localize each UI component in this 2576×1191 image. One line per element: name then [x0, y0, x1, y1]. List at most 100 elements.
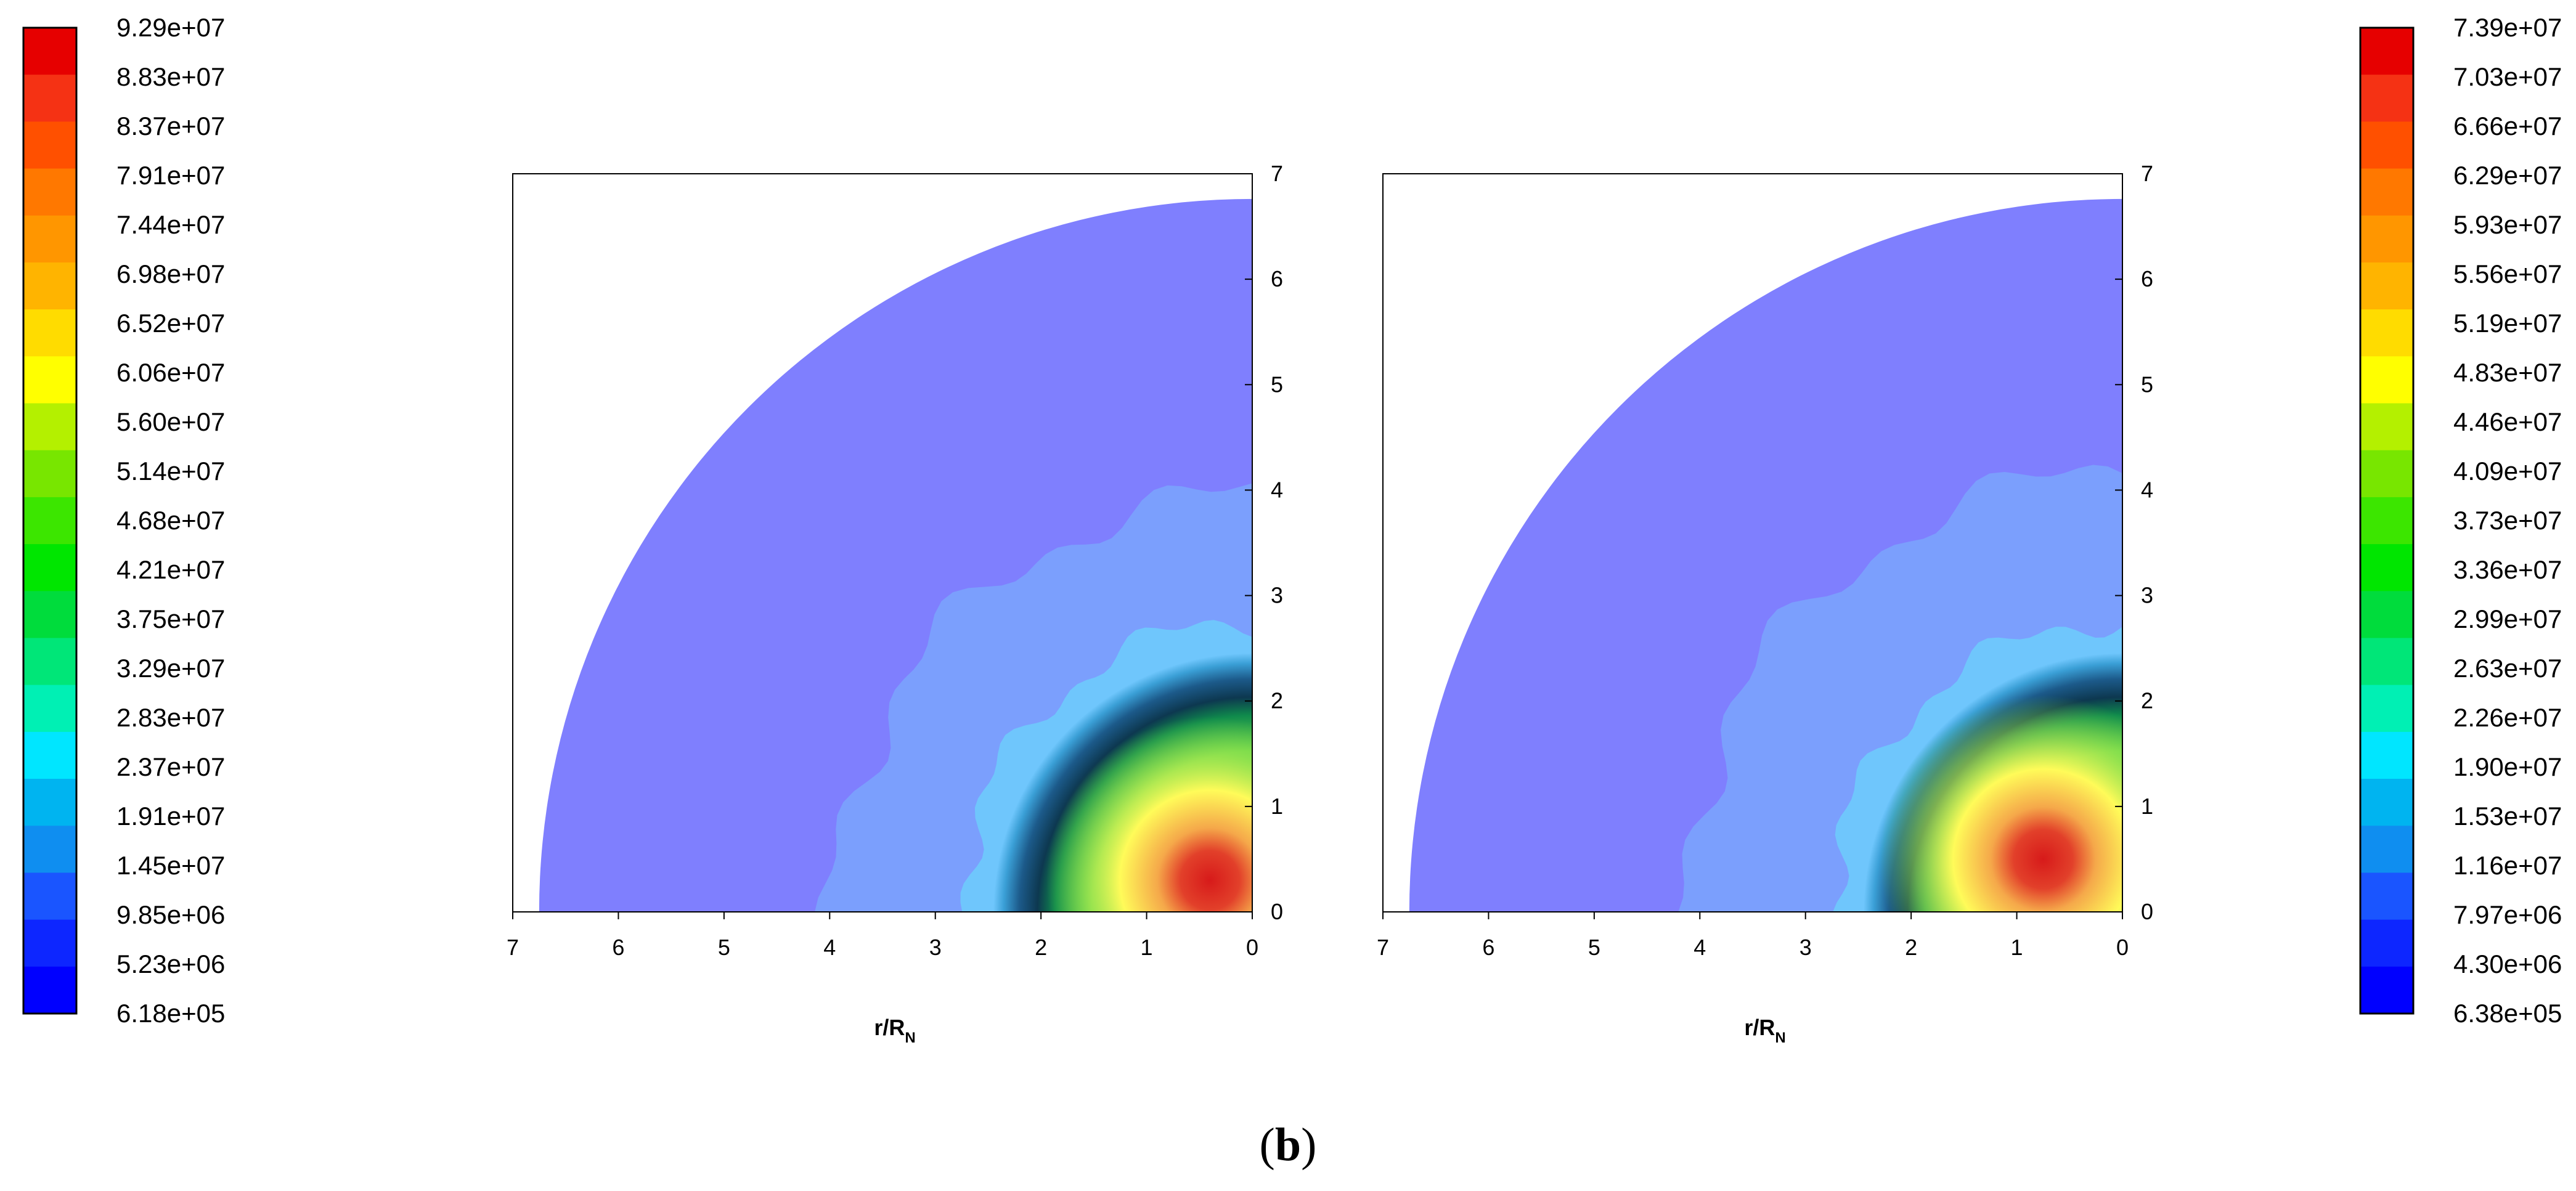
colorbar-segment: [2360, 591, 2413, 638]
colorbar-label: 9.85e+06: [116, 900, 225, 929]
figure-caption: (b): [0, 1118, 2576, 1180]
colorbar-label: 4.83e+07: [2453, 358, 2562, 387]
hot-core: [1879, 695, 2122, 912]
y-tick-label: 7: [2141, 161, 2153, 186]
y-tick-label: 2: [2141, 688, 2153, 713]
colorbar-label: 2.26e+07: [2453, 703, 2562, 732]
colorbar-segment: [2360, 262, 2413, 310]
colorbar-label: 5.14e+07: [116, 457, 225, 486]
plot-frame: [1382, 173, 2123, 913]
colorbar-label: 7.91e+07: [116, 161, 225, 190]
colorbar-label: 3.73e+07: [2453, 506, 2562, 535]
y-tick-label: 4: [2141, 477, 2153, 502]
contour-plot-2: 7 6 5 4 3 2 1 00 1 2 3 4 5 6 7 r/RN: [1377, 161, 2153, 1046]
colorbar-segment: [23, 309, 76, 357]
colorbar-label: 8.37e+07: [116, 112, 225, 140]
colorbar-segment: [23, 497, 76, 545]
colorbar-frame: [22, 26, 78, 1015]
y-tick-label: 6: [1271, 266, 1283, 291]
colorbar-segment: [23, 872, 76, 921]
x-tick-label: 4: [823, 935, 836, 960]
x-axis-label: r/RN: [1744, 1015, 1785, 1046]
colorbar-segment: [2360, 872, 2413, 921]
x-tick-label: 2: [1035, 935, 1047, 960]
x-tick-label: 3: [929, 935, 942, 960]
colorbar-segment: [23, 121, 76, 169]
x-tick-label: 3: [1800, 935, 1812, 960]
hot-core: [1046, 716, 1252, 912]
colorbar-label: 7.39e+07: [2453, 13, 2562, 42]
colorbar-segment: [2360, 403, 2413, 451]
colorbar-label: 2.83e+07: [116, 703, 225, 732]
colorbar-label: 7.44e+07: [116, 210, 225, 239]
y-tick-label: 5: [1271, 372, 1283, 397]
colorbar-label: 3.29e+07: [116, 654, 225, 683]
colorbar-segment: [23, 544, 76, 591]
y-tick-label: 6: [2141, 266, 2153, 291]
colorbar-segment: [2360, 638, 2413, 686]
colorbar-label: 6.38e+05: [2453, 999, 2562, 1028]
caption-letter: b: [1274, 1119, 1302, 1171]
colorbar-segment: [2360, 497, 2413, 545]
colorbar-label: 5.56e+07: [2453, 259, 2562, 288]
colorbar-label: 1.16e+07: [2453, 851, 2562, 880]
colorbar-segment: [2360, 168, 2413, 216]
colorbar-segment: [2360, 731, 2413, 779]
colorbar-label: 3.36e+07: [2453, 555, 2562, 584]
y-tick-label: 4: [1271, 477, 1283, 502]
contour-field: [539, 198, 1252, 912]
colorbar-segment: [23, 28, 76, 75]
colorbar-segment: [23, 826, 76, 873]
colorbar-label: 5.19e+07: [2453, 309, 2562, 338]
colorbar-label: 7.97e+06: [2453, 900, 2562, 929]
x-tick-label: 7: [1377, 935, 1389, 960]
x-tick-label: 6: [612, 935, 624, 960]
caption-open: (: [1259, 1119, 1275, 1171]
y-tick-label: 3: [2141, 583, 2153, 608]
colorbar-label: 6.06e+07: [116, 358, 225, 387]
colorbar-label: 6.18e+05: [116, 999, 225, 1028]
colorbar-segment: [23, 168, 76, 216]
colorbar-segment: [2360, 356, 2413, 404]
colorbar-segment: [2360, 966, 2413, 1014]
colorbar-1: 9.29e+07 8.83e+07 8.37e+07 7.91e+07 7.44e+07…: [22, 13, 225, 1028]
y-tick-label: 2: [1271, 688, 1283, 713]
colorbar-label: 2.63e+07: [2453, 654, 2562, 683]
colorbar-segment: [2360, 779, 2413, 826]
colorbar-label: 1.45e+07: [116, 851, 225, 880]
x-tick-label: 2: [1905, 935, 1917, 960]
colorbar-segment: [23, 919, 76, 967]
colorbar-segment: [23, 779, 76, 826]
colorbar-label: 4.46e+07: [2453, 407, 2562, 436]
colorbar-frame: [2359, 26, 2415, 1015]
colorbar-label: 5.60e+07: [116, 407, 225, 436]
colorbar-label: 3.75e+07: [116, 604, 225, 633]
colorbar-segment: [23, 262, 76, 310]
colorbar-label: 8.83e+07: [116, 62, 225, 91]
colorbar-segment: [23, 215, 76, 263]
colorbar-segment: [2360, 121, 2413, 169]
x-tick-label: 1: [1141, 935, 1153, 960]
colorbar-label: 5.23e+06: [116, 949, 225, 978]
y-tick-label: 5: [2141, 372, 2153, 397]
y-tick-label: 7: [1271, 161, 1283, 186]
colorbar-label: 4.09e+07: [2453, 457, 2562, 486]
colorbar-segment: [23, 403, 76, 451]
colorbar-segment: [2360, 826, 2413, 873]
colorbar-label: 4.68e+07: [116, 506, 225, 535]
plot-frame: [512, 173, 1253, 913]
x-tick-label: 5: [718, 935, 730, 960]
colorbar-segment: [2360, 544, 2413, 591]
colorbar-segment: [2360, 28, 2413, 75]
colorbar-segment: [2360, 450, 2413, 498]
colorbar-segment: [23, 591, 76, 638]
colorbar-label: 9.29e+07: [116, 13, 225, 42]
colorbar-label: 1.91e+07: [116, 802, 225, 831]
y-tick-label: 1: [1271, 794, 1283, 819]
colorbar-segment: [23, 685, 76, 733]
colorbar-label: 4.30e+06: [2453, 949, 2562, 978]
colorbar-label: 6.52e+07: [116, 309, 225, 338]
colorbar-label: 6.98e+07: [116, 259, 225, 288]
